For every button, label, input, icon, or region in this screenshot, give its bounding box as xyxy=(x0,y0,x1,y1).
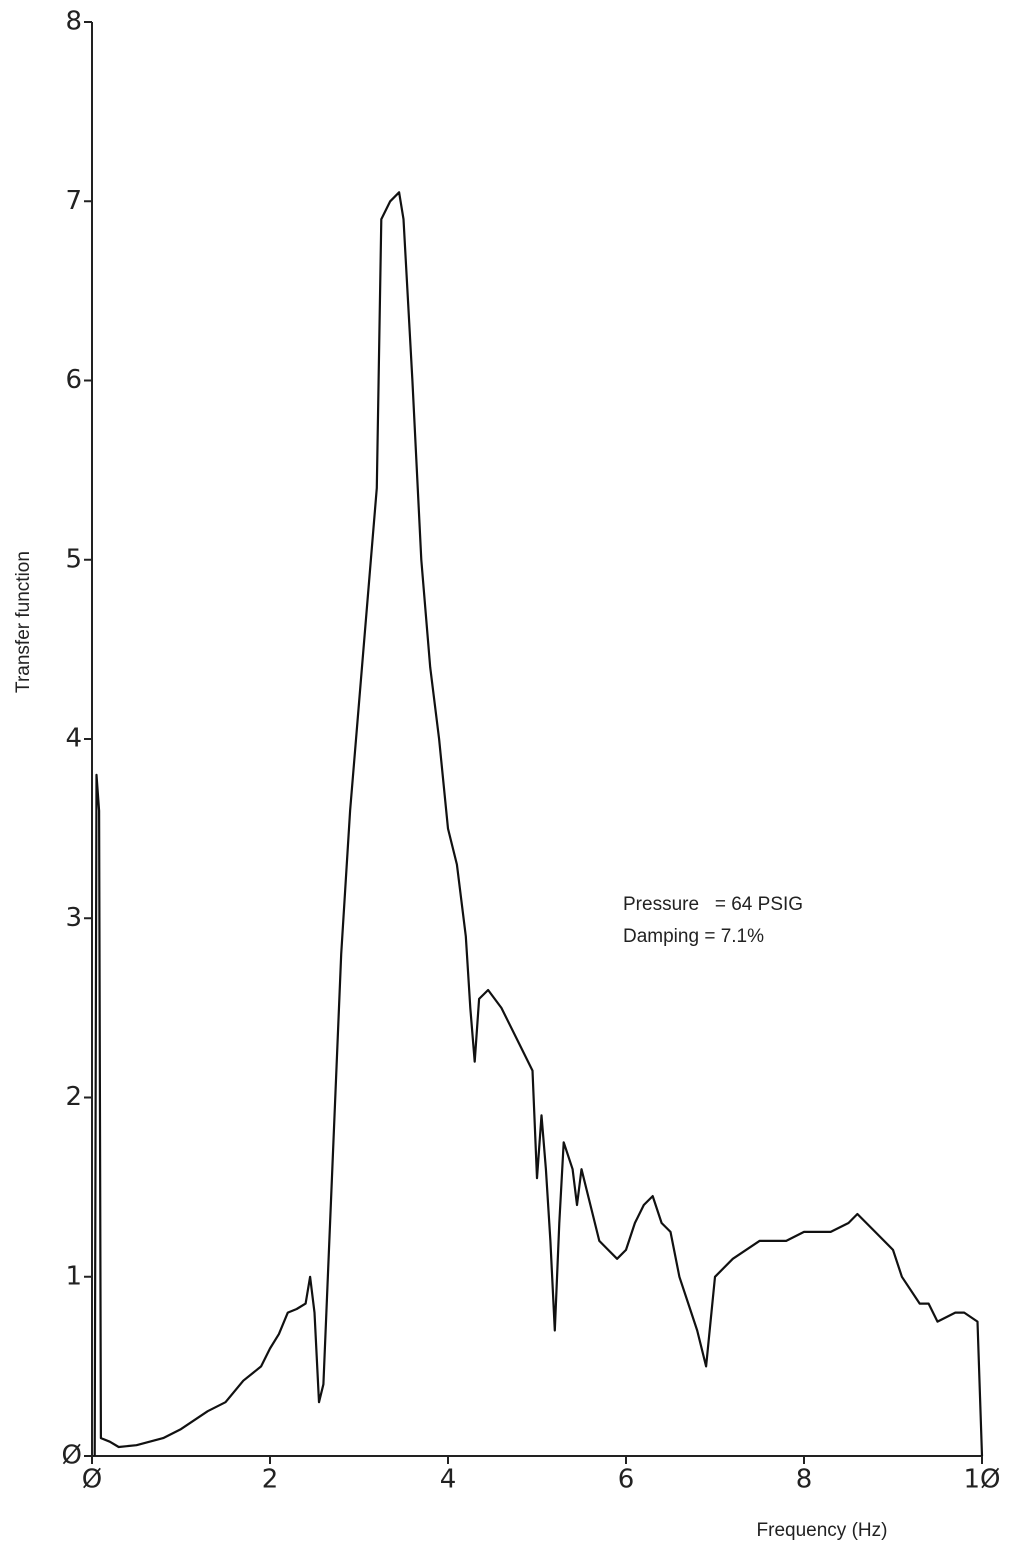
y-tick-label: 1 xyxy=(65,1261,82,1291)
annotation: Damping = 7.1% xyxy=(623,926,764,947)
y-tick-label: 4 xyxy=(65,724,82,754)
y-tick-label: 7 xyxy=(65,186,82,216)
y-tick-label: Ø xyxy=(62,1441,82,1471)
x-tick-label: 1Ø xyxy=(963,1465,1000,1495)
x-tick-label: 8 xyxy=(796,1465,813,1495)
y-tick-label: 3 xyxy=(65,903,82,933)
y-tick-label: 2 xyxy=(65,1082,82,1112)
y-tick-label: 5 xyxy=(65,544,82,574)
y-axis-label: Transfer function xyxy=(13,551,34,693)
annotation: Pressure = 64 PSIG xyxy=(623,894,803,915)
x-tick-label: 2 xyxy=(262,1465,279,1495)
x-axis-label: Frequency (Hz) xyxy=(757,1520,888,1541)
data-line xyxy=(93,191,984,1457)
x-tick-label: 4 xyxy=(440,1465,457,1495)
x-tick-label: Ø xyxy=(82,1465,102,1495)
x-tick-label: 6 xyxy=(618,1465,635,1495)
y-tick-label: 8 xyxy=(65,7,82,37)
y-tick-label: 6 xyxy=(65,365,82,395)
